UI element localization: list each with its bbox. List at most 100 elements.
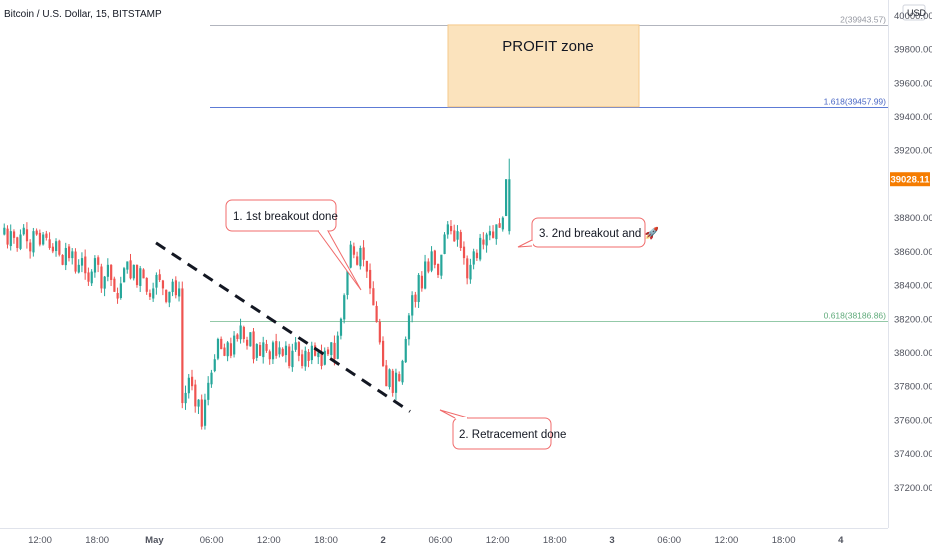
- candle[interactable]: [142, 268, 145, 279]
- candle[interactable]: [349, 240, 352, 269]
- candle[interactable]: [352, 242, 356, 259]
- candle[interactable]: [55, 238, 58, 257]
- candle[interactable]: [19, 229, 22, 251]
- candle[interactable]: [236, 333, 239, 342]
- candle[interactable]: [424, 254, 427, 290]
- plot-area[interactable]: [0, 0, 888, 528]
- candle[interactable]: [508, 158, 511, 235]
- candle[interactable]: [440, 254, 443, 280]
- candle[interactable]: [229, 337, 233, 359]
- candle[interactable]: [113, 276, 116, 292]
- candle[interactable]: [200, 394, 203, 430]
- candle[interactable]: [466, 255, 469, 285]
- candle[interactable]: [58, 239, 61, 257]
- candle[interactable]: [278, 341, 281, 358]
- candle[interactable]: [479, 233, 482, 262]
- candle[interactable]: [297, 341, 301, 362]
- candle[interactable]: [365, 260, 369, 278]
- candle[interactable]: [417, 273, 420, 308]
- candle[interactable]: [249, 332, 252, 347]
- candle[interactable]: [174, 276, 178, 299]
- time-axis[interactable]: 12:00 18:00 May 06:00 12:00 18:00 2 06:00 12:00 1…: [28, 535, 844, 546]
- candle[interactable]: [495, 224, 498, 245]
- candle[interactable]: [375, 301, 378, 323]
- candle[interactable]: [433, 249, 436, 269]
- candle[interactable]: [469, 258, 472, 284]
- candle[interactable]: [139, 265, 142, 292]
- candle[interactable]: [456, 225, 459, 247]
- candle[interactable]: [407, 313, 411, 346]
- candle[interactable]: [106, 258, 110, 282]
- candle[interactable]: [336, 331, 339, 360]
- candle[interactable]: [262, 336, 265, 364]
- candle[interactable]: [275, 333, 278, 359]
- candle[interactable]: [110, 263, 113, 287]
- candle[interactable]: [485, 232, 488, 253]
- candle[interactable]: [61, 254, 64, 266]
- candle[interactable]: [116, 287, 119, 304]
- candle[interactable]: [77, 259, 80, 274]
- candle[interactable]: [207, 376, 210, 406]
- candle[interactable]: [453, 224, 456, 242]
- candle[interactable]: [187, 373, 190, 399]
- annotation-1st-breakout[interactable]: 1. 1st breakout done: [225, 199, 362, 291]
- candle[interactable]: [233, 331, 236, 358]
- candle[interactable]: [93, 255, 97, 278]
- candle[interactable]: [492, 225, 495, 239]
- candle[interactable]: [359, 245, 362, 270]
- candle[interactable]: [210, 369, 213, 388]
- candle[interactable]: [51, 243, 54, 254]
- candle[interactable]: [475, 249, 479, 261]
- candle[interactable]: [239, 318, 242, 344]
- candle[interactable]: [326, 346, 330, 357]
- candle[interactable]: [90, 269, 93, 287]
- candle[interactable]: [84, 249, 87, 280]
- candle[interactable]: [45, 230, 48, 241]
- candle[interactable]: [71, 248, 74, 265]
- candle[interactable]: [152, 282, 155, 302]
- candle[interactable]: [25, 222, 29, 249]
- candle[interactable]: [427, 258, 430, 274]
- candle[interactable]: [288, 343, 291, 369]
- candle[interactable]: [64, 242, 67, 271]
- candle[interactable]: [301, 349, 304, 369]
- candle[interactable]: [252, 327, 255, 364]
- candle[interactable]: [323, 347, 326, 366]
- candle[interactable]: [135, 264, 139, 288]
- candle[interactable]: [3, 223, 6, 236]
- candle[interactable]: [16, 236, 19, 252]
- candle[interactable]: [362, 240, 365, 267]
- candle[interactable]: [294, 336, 297, 352]
- candle[interactable]: [255, 343, 258, 361]
- candle[interactable]: [420, 271, 424, 292]
- candle[interactable]: [29, 239, 32, 259]
- candle[interactable]: [80, 252, 84, 273]
- candle[interactable]: [459, 229, 462, 251]
- candle[interactable]: [12, 229, 16, 244]
- candle[interactable]: [246, 336, 249, 350]
- candle[interactable]: [369, 263, 372, 295]
- candle[interactable]: [48, 232, 51, 250]
- candle[interactable]: [155, 272, 158, 295]
- candle[interactable]: [385, 359, 388, 387]
- candle[interactable]: [32, 227, 35, 257]
- candle[interactable]: [168, 291, 171, 308]
- candle[interactable]: [310, 341, 313, 365]
- candle[interactable]: [165, 289, 168, 304]
- candle[interactable]: [6, 225, 9, 249]
- candle[interactable]: [378, 318, 381, 345]
- candle[interactable]: [171, 278, 174, 297]
- candle[interactable]: [391, 368, 394, 397]
- candle[interactable]: [178, 281, 181, 302]
- candle[interactable]: [304, 346, 307, 371]
- candle[interactable]: [190, 369, 194, 391]
- candle[interactable]: [268, 349, 271, 365]
- candle[interactable]: [343, 293, 346, 324]
- candle[interactable]: [488, 225, 492, 241]
- candle[interactable]: [339, 317, 343, 340]
- candle[interactable]: [223, 343, 226, 357]
- candle[interactable]: [129, 253, 132, 280]
- candle[interactable]: [184, 385, 187, 410]
- candle[interactable]: [498, 218, 501, 228]
